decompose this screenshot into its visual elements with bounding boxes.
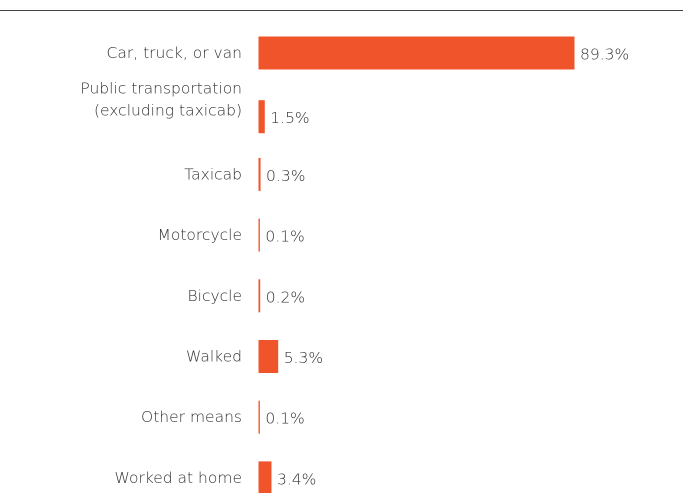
category-line: Worked at home xyxy=(115,468,242,486)
bar xyxy=(258,461,272,493)
category-line: Car, truck, or van xyxy=(107,44,242,62)
value-label: 1.5% xyxy=(270,109,309,127)
category-line: Other means xyxy=(141,408,242,426)
value-label: 0.2% xyxy=(266,288,305,306)
value-label: 3.4% xyxy=(277,470,316,488)
category-line: Public transportation xyxy=(80,79,242,97)
value-label: 89.3% xyxy=(580,46,629,64)
category-label: Public transportation (excluding taxicab) xyxy=(80,79,242,119)
bar xyxy=(258,279,261,313)
category-line: Walked xyxy=(186,347,242,365)
value-label: 0.3% xyxy=(266,167,305,185)
category-label: Other means xyxy=(141,408,242,426)
value-label: 0.1% xyxy=(265,410,304,428)
category-label: Worked at home xyxy=(115,468,242,486)
category-line: (excluding taxicab) xyxy=(94,101,242,119)
bar xyxy=(258,36,575,70)
category-label: Taxicab xyxy=(184,165,242,183)
category-line: Taxicab xyxy=(184,165,242,183)
category-line: Bicycle xyxy=(187,286,242,304)
value-label: 0.1% xyxy=(265,228,304,246)
category-label: Car, truck, or van xyxy=(107,44,242,62)
category-label: Walked xyxy=(186,347,242,365)
bar xyxy=(258,157,261,191)
bar xyxy=(258,340,279,373)
value-label: 5.3% xyxy=(284,349,323,367)
category-label: Motorcycle xyxy=(157,226,242,244)
bar xyxy=(258,100,265,134)
category-label: Bicycle xyxy=(187,286,242,304)
category-line: Motorcycle xyxy=(157,226,242,244)
